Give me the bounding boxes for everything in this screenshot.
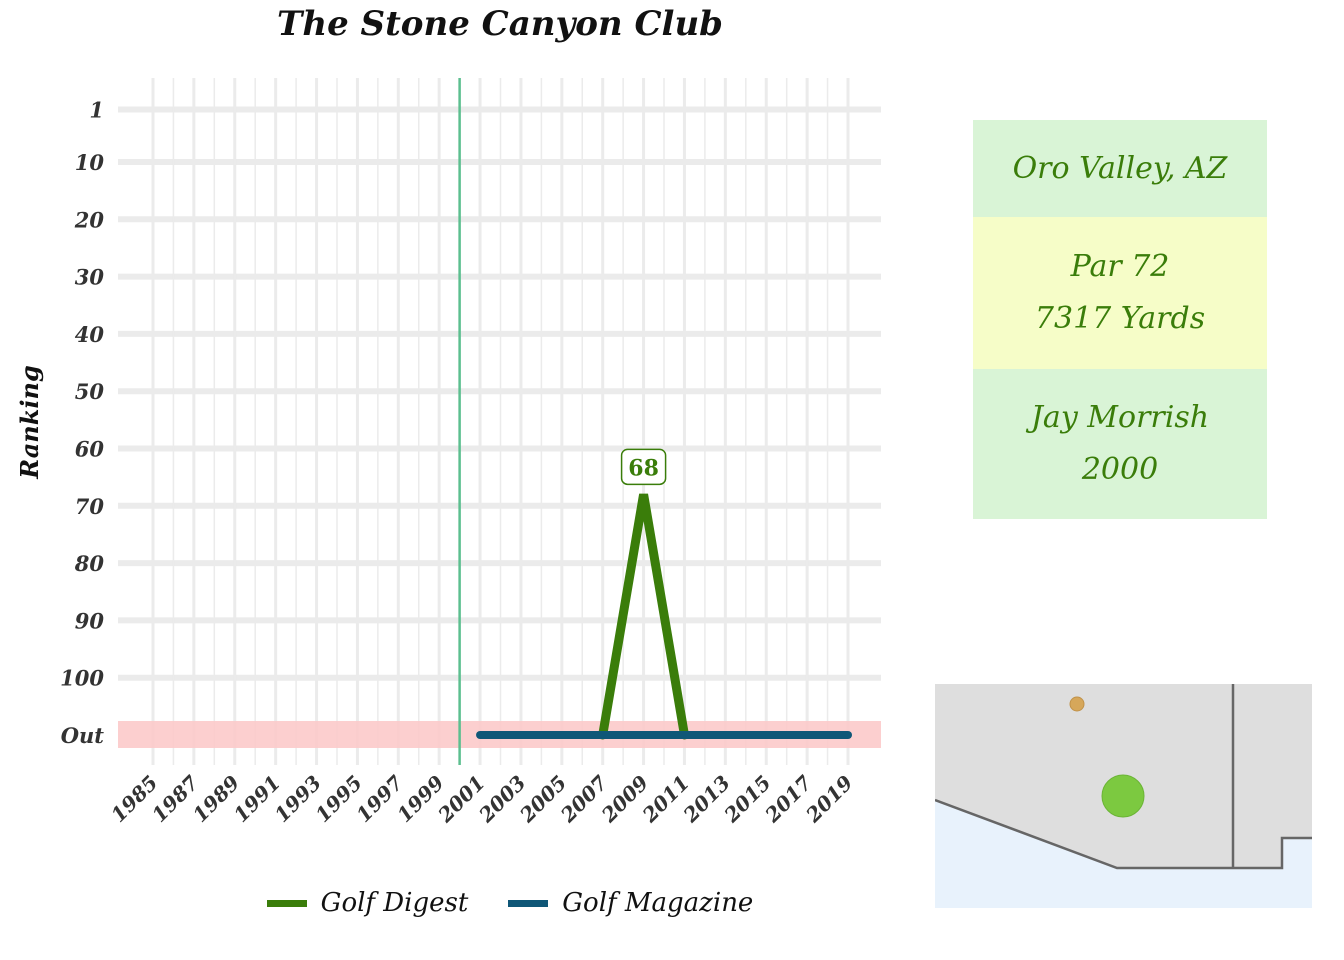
map-marker-course	[1101, 774, 1145, 818]
x-tick-labels: 1985198719891991199319951997199920012003…	[106, 771, 857, 828]
legend-label-golf-digest: Golf Digest	[320, 888, 469, 918]
legend-swatch-golf-digest	[266, 899, 307, 907]
location-map	[935, 684, 1312, 908]
location-text: Oro Valley, AZ	[1012, 150, 1228, 186]
grid-lines	[118, 78, 881, 765]
yards-text: 7317 Yards	[1034, 301, 1206, 336]
x-tick-label: 1989	[188, 771, 244, 827]
architect-text: Jay Morrish	[1030, 400, 1210, 435]
annotations: 68	[620, 448, 667, 486]
x-tick-label: 2007	[555, 771, 612, 828]
annotation-box	[620, 448, 667, 486]
series-lines	[476, 493, 852, 740]
x-tick-label: 2013	[678, 771, 735, 828]
series-line-golf-digest	[598, 493, 689, 740]
x-tick-label: 1987	[147, 771, 203, 827]
legend: Golf Digest Golf Magazine	[0, 888, 1020, 918]
architect-year-text: 2000	[1081, 452, 1159, 487]
x-tick-label: 2005	[514, 771, 571, 828]
legend-item-golf-digest: Golf Digest	[266, 888, 469, 918]
x-tick-label: 2017	[760, 771, 817, 828]
y-tick-label: 20	[74, 207, 105, 232]
y-tick-labels: 1 10 20 30 40 50 60 70 80 90 100 Out	[60, 98, 104, 749]
map-water	[935, 800, 1312, 908]
y-tick-label: 70	[75, 494, 105, 519]
legend-swatch-golf-magazine	[508, 899, 549, 907]
course-stats-panel: Par 72 7317 Yards	[973, 217, 1267, 369]
annotation-label: 68	[628, 455, 659, 481]
y-tick-label: 80	[74, 551, 105, 576]
x-tick-label: 1985	[106, 771, 162, 827]
x-tick-label: 2015	[719, 771, 776, 828]
x-tick-label: 1999	[392, 771, 448, 827]
y-tick-label: 10	[75, 150, 105, 175]
x-tick-label: 1991	[229, 771, 285, 827]
x-tick-label: 2011	[637, 771, 694, 828]
x-tick-label: 2001	[433, 771, 490, 828]
y-tick-label: Out	[61, 723, 105, 748]
y-tick-label: 50	[75, 379, 105, 404]
x-tick-label: 2019	[800, 771, 857, 828]
par-text: Par 72	[1070, 249, 1170, 284]
y-tick-label: 90	[75, 608, 105, 633]
legend-label-golf-magazine: Golf Magazine	[562, 888, 754, 918]
architect-panel: Jay Morrish 2000	[973, 369, 1267, 519]
x-tick-label: 1993	[270, 771, 326, 827]
x-tick-label: 2009	[596, 771, 653, 828]
location-panel: Oro Valley, AZ	[973, 120, 1267, 217]
chart-title: The Stone Canyon Club	[277, 4, 723, 44]
y-tick-label: 100	[60, 666, 104, 691]
y-tick-label: 30	[75, 265, 105, 290]
map-marker-small	[1069, 696, 1085, 712]
y-tick-label: 40	[75, 322, 105, 347]
x-tick-label: 1995	[311, 771, 367, 827]
y-tick-label: 1	[89, 98, 104, 123]
legend-item-golf-magazine: Golf Magazine	[508, 888, 753, 918]
x-tick-label: 2003	[473, 771, 530, 828]
x-tick-label: 1997	[351, 771, 407, 827]
map-border	[935, 798, 1312, 870]
y-axis-label: Ranking	[15, 365, 44, 479]
y-tick-label: 60	[75, 437, 105, 462]
